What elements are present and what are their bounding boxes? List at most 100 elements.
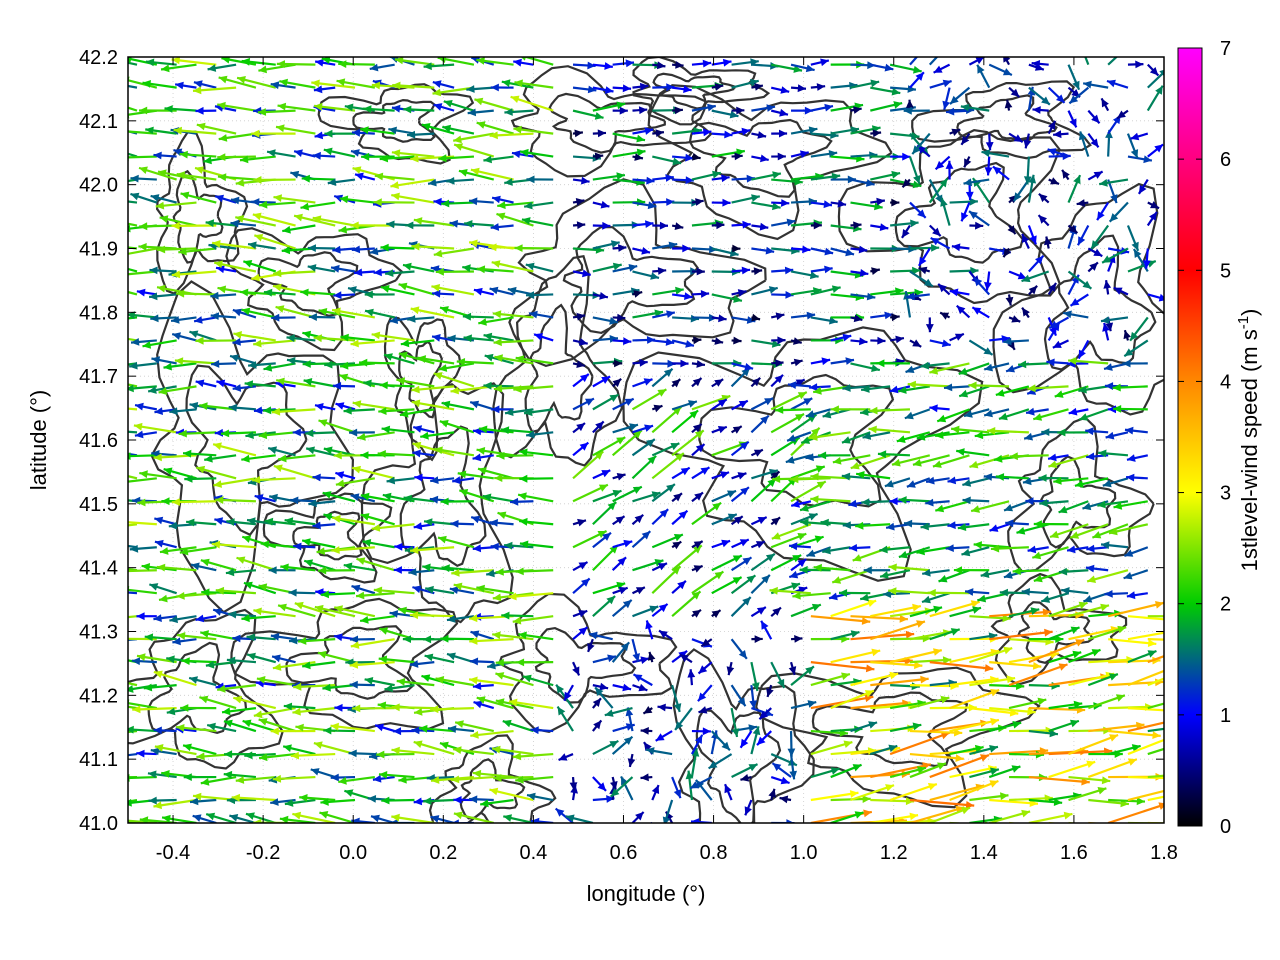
- wind-vector: [988, 63, 1013, 76]
- wind-vector: [156, 245, 197, 254]
- wind-vector: [392, 727, 415, 736]
- wind-vector: [909, 339, 922, 348]
- wind-vector: [1107, 802, 1164, 823]
- wind-vector: [850, 630, 915, 641]
- wind-vector: [1049, 523, 1089, 539]
- wind-vector: [647, 651, 656, 663]
- wind-vector: [786, 431, 812, 442]
- wind-vector: [128, 311, 157, 320]
- wind-vector: [253, 707, 296, 719]
- wind-vector: [631, 530, 652, 549]
- wind-vector: [492, 310, 534, 319]
- wind-vector: [662, 799, 674, 823]
- wind-vector: [870, 311, 894, 320]
- wind-vector: [731, 174, 755, 183]
- x-tick-label: 1.0: [790, 842, 818, 864]
- wind-vector: [572, 529, 608, 549]
- wind-vector: [751, 313, 761, 322]
- wind-vector: [128, 109, 157, 119]
- wind-vector: [592, 595, 616, 617]
- wind-vector: [631, 388, 667, 411]
- wind-vector: [433, 372, 475, 388]
- contour-line: [147, 641, 248, 734]
- wind-vector: [989, 523, 1010, 532]
- wind-vector: [128, 384, 157, 393]
- wind-vector: [592, 544, 619, 571]
- wind-vector: [884, 477, 911, 488]
- wind-vector: [933, 63, 951, 74]
- wind-vector: [592, 221, 611, 230]
- wind-vector: [691, 423, 703, 434]
- wind-vector: [1048, 760, 1096, 779]
- wind-vector: [632, 656, 650, 664]
- wind-vector: [153, 798, 197, 810]
- wind-vector: [216, 684, 257, 693]
- wind-vector: [128, 106, 138, 112]
- wind-vector: [142, 80, 177, 89]
- wind-vector: [563, 684, 574, 702]
- wind-vector: [989, 661, 1042, 670]
- wind-vector: [335, 402, 356, 411]
- wind-vector: [790, 245, 811, 254]
- wind-vector: [730, 596, 752, 617]
- wind-vector: [442, 124, 475, 135]
- wind-vector: [350, 339, 395, 348]
- wind-vector: [1113, 500, 1148, 510]
- wind-vector: [731, 266, 751, 275]
- wind-vector: [572, 661, 581, 676]
- contour-line: [428, 734, 557, 823]
- wind-vector: [1008, 663, 1068, 687]
- contour-line: [548, 92, 666, 154]
- wind-vector: [971, 306, 990, 319]
- wind-vector: [750, 516, 768, 526]
- wind-vector: [1048, 626, 1080, 641]
- wind-vector: [969, 614, 1011, 623]
- contour-line: [562, 225, 699, 335]
- wind-vector: [519, 517, 554, 526]
- wind-vector: [1127, 615, 1164, 621]
- wind-vector: [1044, 236, 1052, 249]
- wind-vector: [1047, 148, 1069, 158]
- wind-vector: [956, 448, 990, 457]
- contour-line: [811, 691, 969, 768]
- wind-vector: [909, 762, 947, 779]
- wind-vector: [906, 477, 931, 488]
- wind-vector: [691, 466, 711, 480]
- wind-vector: [284, 798, 316, 807]
- wind-vector: [1105, 431, 1129, 440]
- wind-vector: [731, 763, 759, 779]
- wind-vectors: [128, 57, 1164, 823]
- wind-vector: [1108, 201, 1129, 223]
- wind-vector: [351, 465, 395, 480]
- wind-vector: [711, 337, 724, 345]
- wind-vector: [672, 359, 689, 368]
- wind-vector: [1021, 233, 1030, 249]
- wind-vector: [1048, 177, 1060, 185]
- wind-vector: [652, 338, 675, 346]
- wind-vector: [691, 290, 710, 298]
- wind-vector: [909, 798, 975, 809]
- wind-vector: [850, 721, 878, 733]
- wind-vector: [860, 385, 891, 393]
- wind-vector: [407, 315, 435, 323]
- wind-vector: [889, 335, 905, 344]
- wind-vector: [909, 71, 925, 89]
- wind-vector: [176, 171, 217, 181]
- wind-vector: [909, 605, 943, 618]
- colorbar-tick-label: 6: [1220, 149, 1231, 171]
- wind-vector: [405, 221, 435, 230]
- wind-vector: [592, 739, 619, 756]
- wind-vector: [671, 339, 695, 348]
- wind-vector: [128, 615, 138, 619]
- wind-vector: [138, 243, 177, 251]
- wind-vector: [1147, 795, 1164, 802]
- wind-vector: [1147, 293, 1164, 302]
- wind-vector: [390, 178, 435, 189]
- wind-vector: [271, 313, 296, 322]
- wind-vector: [1147, 615, 1164, 618]
- wind-vector: [437, 535, 475, 549]
- wind-vector: [282, 744, 316, 756]
- wind-vector: [830, 81, 858, 90]
- wind-vector: [730, 440, 750, 457]
- wind-vector: [293, 542, 316, 551]
